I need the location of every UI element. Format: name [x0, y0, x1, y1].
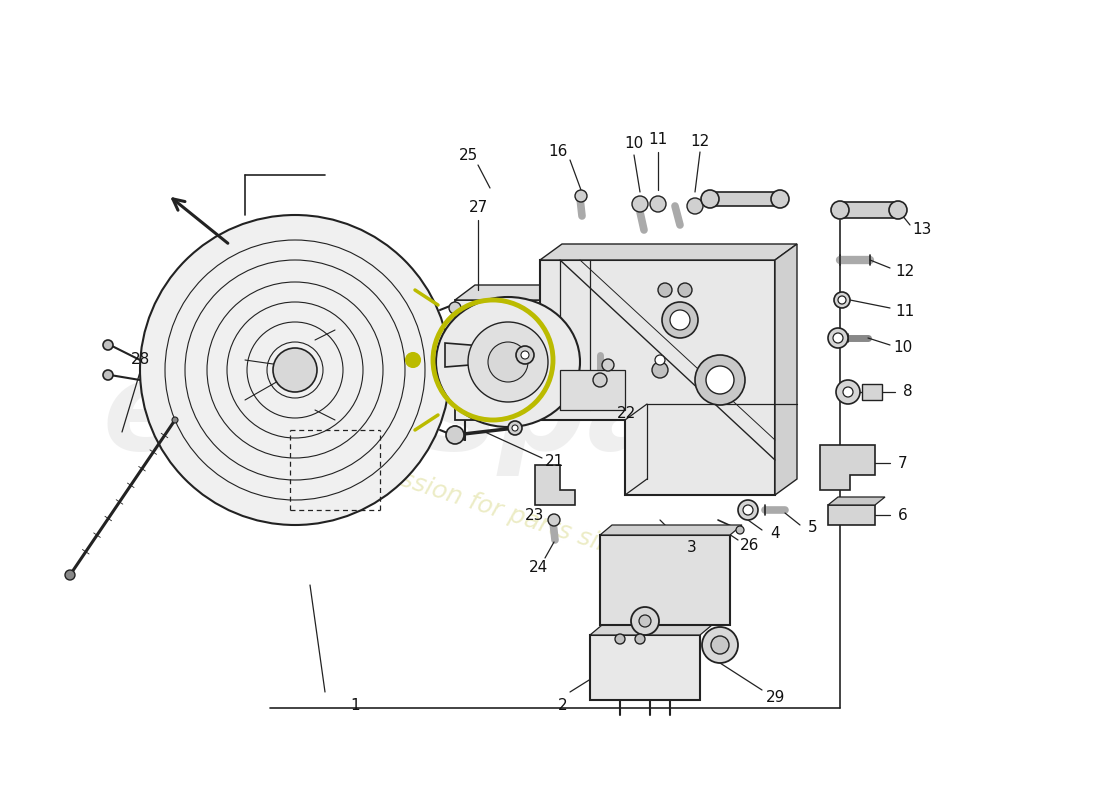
Polygon shape — [820, 445, 874, 490]
Polygon shape — [560, 370, 625, 410]
Circle shape — [468, 322, 548, 402]
Circle shape — [508, 421, 522, 435]
Circle shape — [736, 526, 744, 534]
Polygon shape — [710, 192, 780, 206]
Text: 24: 24 — [528, 561, 548, 575]
Circle shape — [670, 310, 690, 330]
Circle shape — [701, 190, 719, 208]
Text: eurospar: eurospar — [102, 355, 734, 477]
Circle shape — [449, 302, 461, 314]
Circle shape — [702, 627, 738, 663]
Text: a passion for parts since 1985: a passion for parts since 1985 — [344, 450, 712, 590]
Circle shape — [771, 190, 789, 208]
Circle shape — [828, 328, 848, 348]
Circle shape — [406, 353, 420, 367]
Polygon shape — [862, 384, 882, 400]
Circle shape — [632, 196, 648, 212]
Circle shape — [833, 333, 843, 343]
Polygon shape — [540, 244, 798, 260]
Polygon shape — [455, 285, 610, 300]
Text: 22: 22 — [617, 406, 637, 422]
Circle shape — [688, 198, 703, 214]
Text: 5: 5 — [808, 521, 817, 535]
Circle shape — [446, 426, 464, 444]
Circle shape — [830, 201, 849, 219]
Circle shape — [889, 201, 908, 219]
Polygon shape — [840, 202, 898, 218]
Circle shape — [662, 302, 698, 338]
Polygon shape — [828, 505, 874, 525]
Circle shape — [738, 500, 758, 520]
Polygon shape — [828, 497, 886, 505]
Circle shape — [449, 426, 461, 438]
Circle shape — [838, 296, 846, 304]
Polygon shape — [590, 285, 610, 420]
Text: 1: 1 — [350, 698, 360, 713]
Text: 11: 11 — [895, 303, 914, 318]
Circle shape — [512, 425, 518, 431]
Text: 29: 29 — [767, 690, 785, 705]
Text: 7: 7 — [899, 455, 907, 470]
Text: 23: 23 — [526, 507, 544, 522]
Circle shape — [593, 373, 607, 387]
Text: 21: 21 — [546, 454, 564, 470]
Polygon shape — [600, 525, 742, 535]
Polygon shape — [590, 625, 712, 635]
Polygon shape — [455, 300, 590, 420]
Circle shape — [273, 348, 317, 392]
Circle shape — [65, 570, 75, 580]
Text: 27: 27 — [469, 201, 487, 215]
Text: 25: 25 — [459, 147, 477, 162]
Text: 2: 2 — [558, 698, 568, 713]
Circle shape — [635, 634, 645, 644]
Circle shape — [140, 215, 450, 525]
Circle shape — [575, 190, 587, 202]
Circle shape — [695, 355, 745, 405]
Circle shape — [602, 359, 614, 371]
Polygon shape — [776, 244, 798, 495]
Text: 26: 26 — [740, 538, 760, 553]
Text: 12: 12 — [895, 263, 914, 278]
Circle shape — [834, 292, 850, 308]
Text: 10: 10 — [625, 137, 644, 151]
Circle shape — [711, 636, 729, 654]
Circle shape — [836, 380, 860, 404]
Text: 12: 12 — [691, 134, 710, 150]
Circle shape — [658, 283, 672, 297]
Ellipse shape — [436, 297, 580, 427]
Text: 16: 16 — [548, 145, 568, 159]
Polygon shape — [535, 465, 575, 505]
Circle shape — [654, 355, 666, 365]
Circle shape — [103, 370, 113, 380]
Circle shape — [650, 196, 666, 212]
Text: 13: 13 — [912, 222, 932, 237]
Circle shape — [706, 366, 734, 394]
Circle shape — [631, 607, 659, 635]
Text: 10: 10 — [893, 341, 913, 355]
Polygon shape — [600, 535, 730, 625]
Text: 4: 4 — [770, 526, 780, 541]
Text: 3: 3 — [688, 541, 697, 555]
Circle shape — [172, 417, 178, 423]
Circle shape — [488, 342, 528, 382]
Circle shape — [652, 362, 668, 378]
Polygon shape — [590, 635, 700, 700]
Circle shape — [742, 505, 754, 515]
Polygon shape — [446, 343, 520, 367]
Circle shape — [678, 283, 692, 297]
Circle shape — [521, 351, 529, 359]
Circle shape — [639, 615, 651, 627]
Text: 28: 28 — [131, 353, 150, 367]
Circle shape — [103, 340, 113, 350]
Circle shape — [843, 387, 852, 397]
Polygon shape — [540, 260, 776, 495]
Text: 11: 11 — [648, 133, 668, 147]
Circle shape — [548, 514, 560, 526]
Text: 8: 8 — [903, 385, 913, 399]
Text: 6: 6 — [898, 507, 907, 522]
Circle shape — [516, 346, 534, 364]
Circle shape — [615, 634, 625, 644]
